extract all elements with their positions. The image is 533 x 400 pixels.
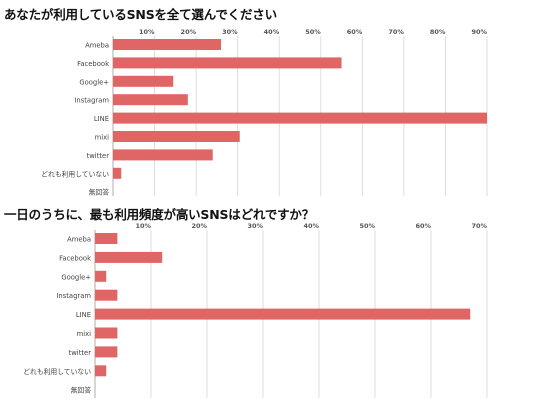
bar bbox=[113, 75, 174, 87]
bar bbox=[95, 289, 118, 301]
x-tick-label: 10% bbox=[139, 28, 155, 36]
x-tick-label: 30% bbox=[222, 28, 238, 36]
bar bbox=[113, 112, 487, 124]
x-tick-label: 70% bbox=[471, 222, 487, 230]
bar bbox=[113, 131, 240, 142]
chart-1: あなたが利用しているSNSを全て選んでください 10% 20% 30% 40% 50% 6… bbox=[0, 0, 533, 198]
category-label: twitter bbox=[87, 152, 110, 160]
category-label: Instagram bbox=[74, 97, 109, 105]
chart-2-title: 一日のうちに、最も利用頻度が高いSNSはどれですか？ bbox=[4, 207, 315, 222]
category-label: Facebook bbox=[77, 60, 109, 68]
x-tick-label: 70% bbox=[388, 28, 404, 36]
bar bbox=[95, 233, 118, 244]
category-label: Instagram bbox=[56, 292, 91, 300]
x-tick-label: 40% bbox=[303, 222, 319, 230]
category-label: LINE bbox=[94, 115, 109, 123]
category-label: 無回答 bbox=[89, 188, 110, 197]
category-label: LINE bbox=[76, 311, 91, 319]
category-label: Google+ bbox=[79, 78, 109, 86]
bar bbox=[95, 251, 163, 263]
bar bbox=[113, 94, 188, 106]
bar bbox=[95, 270, 107, 282]
bar bbox=[95, 327, 118, 339]
x-tick-label: 50% bbox=[359, 222, 375, 230]
bar bbox=[113, 39, 222, 50]
category-label: Facebook bbox=[59, 254, 91, 262]
x-tick-label: 20% bbox=[191, 222, 207, 230]
category-label: mixi bbox=[95, 134, 110, 142]
x-tick-label: 60% bbox=[415, 222, 431, 230]
bar bbox=[113, 167, 122, 179]
x-tick-label: 50% bbox=[305, 28, 321, 36]
category-label: 無回答 bbox=[71, 386, 92, 395]
category-label: twitter bbox=[69, 349, 92, 357]
x-tick-label: 80% bbox=[430, 28, 446, 36]
x-tick-label: 20% bbox=[181, 28, 197, 36]
category-label: mixi bbox=[77, 330, 92, 338]
category-label: Google+ bbox=[61, 273, 91, 281]
category-label: どれも利用していない bbox=[23, 367, 91, 376]
chart-1-title: あなたが利用しているSNSを全て選んでください bbox=[4, 7, 277, 22]
bar bbox=[95, 365, 107, 377]
chart-2-plot: 10% 20% 30% 40% 50% 60% 70% Ameba Facebook Google… bbox=[23, 222, 487, 398]
bar bbox=[95, 308, 471, 320]
chart-2: 一日のうちに、最も利用頻度が高いSNSはどれですか？ 10% 20% 30% 40% 5… bbox=[0, 198, 533, 400]
x-tick-label: 90% bbox=[471, 28, 487, 36]
category-label: Ameba bbox=[85, 42, 109, 50]
x-tick-label: 40% bbox=[264, 28, 280, 36]
category-label: Ameba bbox=[67, 236, 91, 244]
bar bbox=[113, 149, 213, 161]
chart-1-plot: 10% 20% 30% 40% 50% 60% 70% 80% 90% Ameba Facebook… bbox=[41, 28, 487, 197]
x-tick-label: 60% bbox=[347, 28, 363, 36]
bar bbox=[95, 346, 118, 358]
x-tick-label: 10% bbox=[135, 222, 151, 230]
category-label: どれも利用していない bbox=[41, 169, 109, 178]
bar bbox=[113, 57, 342, 69]
x-tick-label: 30% bbox=[247, 222, 263, 230]
